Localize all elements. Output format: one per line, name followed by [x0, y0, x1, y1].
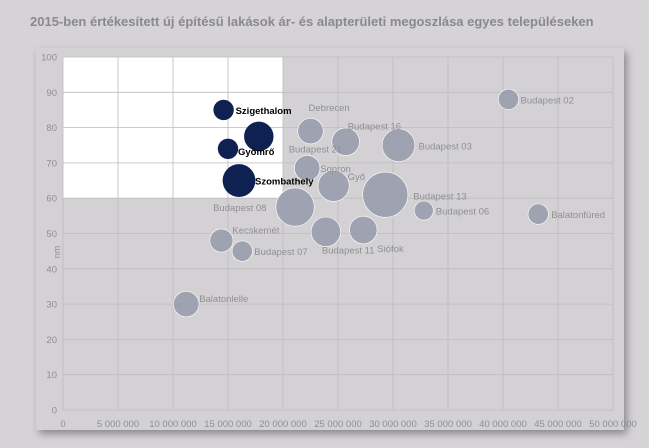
data-point — [209, 228, 234, 253]
data-point — [349, 215, 378, 245]
data-point — [173, 291, 200, 318]
x-tick-label: 45 000 000 — [534, 419, 582, 430]
data-label: Szigethalom — [236, 106, 292, 117]
data-point — [362, 171, 409, 218]
data-point — [222, 164, 256, 197]
data-label: Budapest 02 — [521, 95, 574, 106]
data-point — [381, 128, 416, 162]
data-point — [231, 240, 253, 262]
data-point — [413, 200, 434, 221]
x-tick-label: 5 000 000 — [97, 419, 139, 430]
y-tick-label: 80 — [46, 123, 57, 134]
x-tick-label: 0 — [60, 419, 65, 430]
data-label: Budapest 06 — [436, 207, 489, 218]
data-label: Budapest 16 — [348, 122, 401, 133]
y-tick-label: 60 — [46, 194, 57, 205]
x-tick-label: 15 000 000 — [204, 419, 252, 430]
data-label: Sopron — [320, 164, 351, 175]
data-point — [310, 216, 341, 247]
data-point — [317, 169, 350, 202]
data-label: Budapest 07 — [254, 247, 307, 258]
chart-title: 2015-ben értékesített új építésű lakások… — [30, 14, 594, 29]
x-tick-label: 10 000 000 — [149, 419, 197, 430]
y-tick-label: 0 — [52, 406, 57, 417]
data-label: Budapest 13 — [413, 192, 466, 203]
x-tick-label: 50 000 000 — [589, 419, 637, 430]
y-axis-label: nm — [52, 246, 62, 259]
y-tick-label: 30 — [46, 300, 57, 311]
x-tick-label: 30 000 000 — [369, 419, 417, 430]
x-tick-label: 40 000 000 — [479, 419, 527, 430]
data-label: Debrecen — [309, 103, 350, 114]
data-label: Budapest 03 — [419, 141, 472, 152]
data-label: Balatonfüred — [551, 210, 605, 221]
data-point — [527, 203, 549, 225]
y-tick-label: 20 — [46, 335, 57, 346]
y-tick-label: 100 — [41, 53, 57, 64]
data-label: Budapest 11 — [322, 246, 375, 257]
data-point — [294, 155, 321, 182]
data-label: Gyömrő — [238, 147, 275, 158]
data-label: Balatonlelle — [199, 294, 248, 305]
x-tick-label: 25 000 000 — [314, 419, 362, 430]
data-point — [331, 127, 360, 156]
y-tick-label: 50 — [46, 229, 57, 240]
data-point — [213, 99, 234, 121]
data-point — [244, 121, 274, 152]
x-tick-label: 35 000 000 — [424, 419, 472, 430]
data-label: Budapest 21 — [289, 145, 342, 156]
data-label: Kecskemét — [232, 226, 279, 237]
y-tick-label: 10 — [46, 370, 57, 381]
data-label: Siófok — [377, 244, 404, 255]
data-point — [217, 138, 239, 159]
data-label: Szombathely — [255, 177, 314, 188]
data-point — [497, 88, 519, 110]
y-tick-label: 90 — [46, 88, 57, 99]
data-label: Győ — [348, 172, 365, 183]
y-tick-label: 70 — [46, 158, 57, 169]
data-point — [275, 187, 315, 227]
y-tick-label: 40 — [46, 264, 57, 275]
data-label: Budapest 08 — [213, 203, 266, 214]
x-tick-label: 20 000 000 — [259, 419, 307, 430]
data-point — [297, 118, 324, 145]
